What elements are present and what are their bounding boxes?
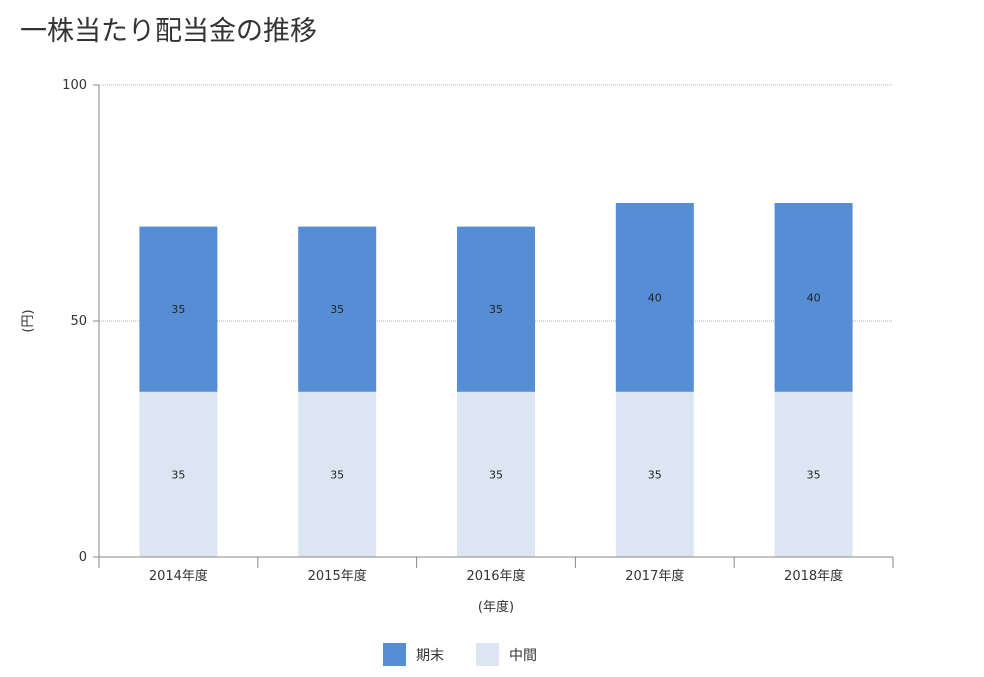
- x-tick-label: 2016年度: [466, 568, 525, 584]
- legend-swatch-chukan: [476, 643, 499, 666]
- data-label: 35: [489, 303, 503, 316]
- y-tick-label: 100: [62, 78, 87, 93]
- data-label: 35: [648, 468, 662, 481]
- y-tick-label: 50: [70, 314, 87, 329]
- legend-label-chukan: 中間: [509, 647, 537, 664]
- bar-segment: [774, 203, 853, 392]
- data-label: 35: [330, 303, 344, 316]
- data-label: 35: [807, 468, 821, 481]
- data-label: 40: [648, 291, 662, 304]
- bar-segment: [457, 391, 535, 557]
- legend-label-kimatsu: 期末: [416, 647, 444, 664]
- bar-segment: [139, 226, 218, 392]
- data-label: 35: [171, 468, 185, 481]
- bar-segment: [615, 203, 694, 392]
- data-label: 35: [489, 468, 503, 481]
- legend: 期末 中間: [383, 643, 569, 666]
- x-tick-label: 2015年度: [308, 568, 367, 584]
- data-label: 40: [807, 291, 821, 304]
- bar-segment: [774, 391, 853, 557]
- bar-segment: [457, 226, 535, 392]
- data-label: 35: [330, 468, 344, 481]
- x-tick-label: 2018年度: [784, 568, 843, 584]
- bar-segment: [298, 391, 377, 557]
- y-axis-title: (円): [21, 309, 36, 332]
- x-tick-label: 2017年度: [625, 568, 684, 584]
- legend-item-kimatsu[interactable]: 期末: [383, 643, 444, 666]
- data-label: 35: [171, 303, 185, 316]
- bar-segment: [139, 391, 218, 557]
- legend-swatch-kimatsu: [383, 643, 406, 666]
- chart-title: 一株当たり配当金の推移: [20, 16, 317, 47]
- gridlines: [99, 84, 893, 322]
- bars: 35 35 35 35 35 35 35 40 35 40: [139, 203, 853, 557]
- x-tick-label: 2014年度: [149, 568, 208, 584]
- y-tick-label: 0: [79, 550, 87, 565]
- legend-item-chukan[interactable]: 中間: [476, 643, 537, 666]
- bar-segment: [615, 391, 694, 557]
- axes: 0 50 100 2014年度 2015年度 2016年度 2017年度 2018年度: [62, 78, 894, 584]
- x-axis-title: (年度): [478, 599, 514, 615]
- bar-segment: [298, 226, 377, 392]
